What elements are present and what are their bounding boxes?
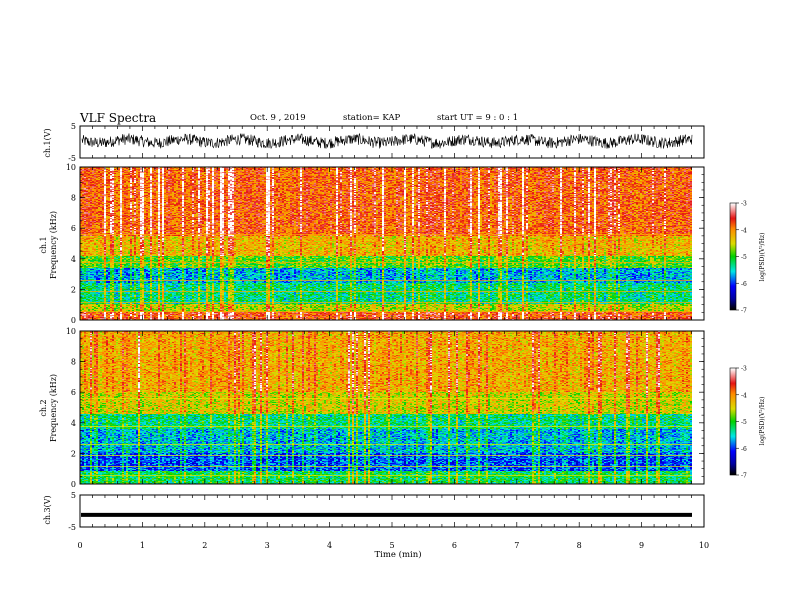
- ch1-spectrogram-ytick-label: 2: [71, 285, 76, 294]
- ch1-spectrogram-ytick-label: 4: [71, 255, 76, 264]
- ch1-waveform-line: [81, 132, 693, 149]
- ch1-colorbar-tick-label: -7: [741, 308, 747, 315]
- ch2-colorbar-tick-label: -4: [741, 392, 747, 399]
- x-tick-label: 10: [699, 541, 709, 550]
- ch2-spectrogram-ytick-label: 2: [71, 449, 76, 458]
- ch2-spectrogram-ytick-label: 6: [71, 388, 76, 397]
- ch1-waveform-ylabel: ch.1(V): [43, 128, 52, 157]
- start-time-label: start UT = 9 : 0 : 1: [437, 113, 519, 123]
- figure-title: VLF Spectra: [80, 111, 157, 125]
- date-label: Oct. 9 , 2019: [250, 113, 306, 123]
- x-tick-label: 5: [389, 541, 394, 550]
- x-tick-label: 0: [77, 541, 82, 550]
- ch1-spectrogram-ytick-label: 10: [66, 163, 76, 172]
- ch1-waveform-trace: [81, 132, 693, 149]
- ch2-colorbar: [730, 368, 736, 475]
- ch3-waveform-ytick-label: -5: [68, 523, 76, 532]
- ch1-spectrogram-ytick-label: 6: [71, 224, 76, 233]
- x-tick-label: 1: [140, 541, 145, 550]
- station-label: station= KAP: [343, 113, 401, 123]
- ch1-colorbar-tick-label: -4: [741, 227, 747, 234]
- ch1-spectrogram-frame: [79, 166, 705, 321]
- ch2-spectrogram-ylabel-frequency: Frequency (kHz): [49, 374, 58, 442]
- ch1-spectrogram-ylabel-frequency: Frequency (kHz): [49, 211, 58, 279]
- ch2-spectrogram: [80, 331, 692, 484]
- ch2-spectrogram-ylabel-channel: ch.2: [39, 399, 48, 416]
- x-tick-label: 9: [639, 541, 644, 550]
- x-tick-label: 8: [577, 541, 582, 550]
- x-tick-label: 2: [202, 541, 207, 550]
- ch1-colorbar-tick-label: -3: [741, 201, 747, 208]
- x-tick-label: 4: [327, 541, 332, 550]
- ch2-colorbar-tick-label: -7: [741, 473, 747, 480]
- ch2-spectrogram-ytick-label: 4: [71, 419, 76, 428]
- ch2-colorbar-tick-label: -6: [741, 446, 747, 453]
- ch1-spectrogram-ytick-label: 8: [71, 194, 76, 203]
- ch1-spectrogram: [80, 167, 692, 320]
- ch1-colorbar-label: log(PSD)(V²/Hz): [759, 233, 766, 282]
- ch1-colorbar-tick-label: -6: [741, 281, 747, 288]
- ch2-colorbar-label: log(PSD)(V²/Hz): [759, 397, 766, 446]
- ch1-colorbar: [730, 203, 736, 310]
- ch3-waveform-ylabel: ch.3(V): [43, 495, 52, 524]
- ch1-waveform-ytick-label: 5: [71, 122, 76, 131]
- ch1-spectrogram-ytick-label: 0: [71, 316, 76, 325]
- ch2-colorbar-tick-label: -3: [741, 366, 747, 373]
- ch2-colorbar-tick-label: -5: [741, 419, 747, 426]
- x-axis-label: Time (min): [374, 549, 421, 560]
- ch1-spectrogram-ylabel-channel: ch.1: [39, 236, 48, 253]
- x-tick-label: 3: [265, 541, 270, 550]
- ch1-colorbar-frame: [729, 202, 737, 311]
- ch2-colorbar-frame: [729, 367, 737, 476]
- ch2-spectrogram-ytick-label: 8: [71, 358, 76, 367]
- ch2-spectrogram-ytick-label: 0: [71, 480, 76, 489]
- ch2-spectrogram-ytick-label: 10: [66, 327, 76, 336]
- x-tick-label: 7: [514, 541, 519, 550]
- x-tick-label: 6: [452, 541, 457, 550]
- ch2-spectrogram-frame: [79, 330, 705, 485]
- ch1-colorbar-tick-label: -5: [741, 254, 747, 261]
- ch3-waveform-ytick-label: 5: [71, 491, 76, 500]
- panel-frames: [79, 125, 737, 528]
- ch1-waveform-ytick-label: -5: [68, 154, 76, 163]
